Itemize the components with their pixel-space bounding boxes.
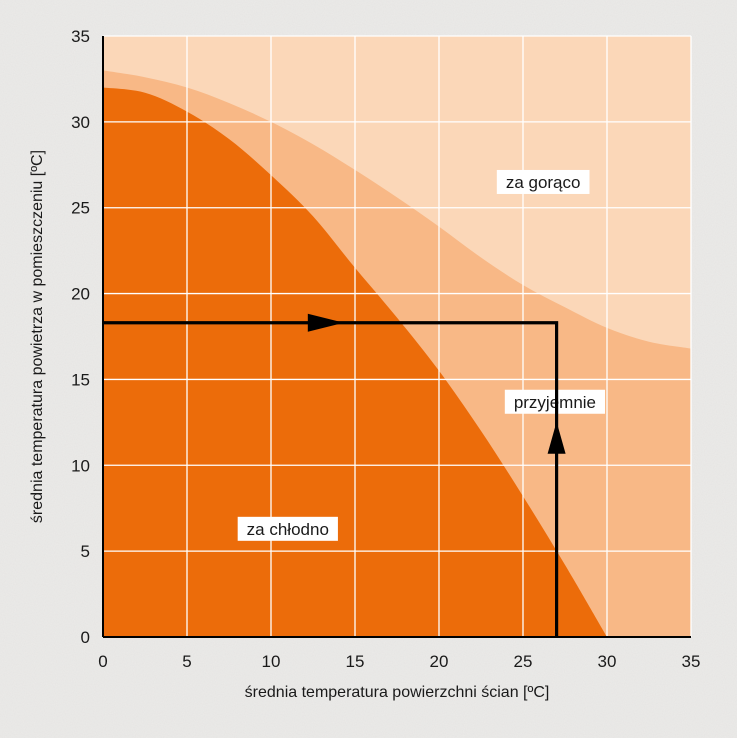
y-tick-label: 5 xyxy=(81,542,90,561)
zone-label-bg xyxy=(496,169,590,194)
x-tick-labels: 0 5 10 15 20 25 30 35 xyxy=(98,652,700,671)
zone-label-za-goraco: za gorąco xyxy=(496,169,590,194)
plot-area xyxy=(103,36,691,638)
zone-label-text: za gorąco xyxy=(506,173,581,192)
y-tick-label: 30 xyxy=(71,113,90,132)
x-tick-label: 35 xyxy=(682,652,701,671)
zone-label-bg xyxy=(237,516,338,541)
zone-labels: za gorąco przyjemnie za chłodno xyxy=(237,169,606,541)
y-axis-title: średnia temperatura powietrza w pomieszc… xyxy=(29,150,46,523)
zone-label-bg xyxy=(504,389,606,414)
y-tick-labels: 0 5 10 15 20 25 30 35 xyxy=(71,27,90,647)
zone-label-przyjemnie: przyjemnie xyxy=(504,389,606,414)
y-tick-label: 25 xyxy=(71,199,90,218)
x-tick-label: 25 xyxy=(514,652,533,671)
x-tick-label: 30 xyxy=(598,652,617,671)
x-tick-label: 5 xyxy=(182,652,191,671)
y-tick-label: 10 xyxy=(71,456,90,475)
x-tick-label: 15 xyxy=(346,652,365,671)
zone-label-text: za chłodno xyxy=(247,520,329,539)
y-tick-label: 15 xyxy=(71,370,90,389)
path-line xyxy=(103,321,559,637)
arrow-up-icon xyxy=(547,421,566,454)
path-annotation xyxy=(103,313,566,637)
y-tick-label: 35 xyxy=(71,27,90,46)
y-tick-label: 20 xyxy=(71,285,90,304)
x-tick-label: 0 xyxy=(98,652,107,671)
grid-lines xyxy=(103,35,692,637)
arrow-right-icon xyxy=(307,313,344,332)
zone-label-text: przyjemnie xyxy=(514,393,596,412)
y-tick-label: 0 xyxy=(81,628,90,647)
x-axis-title: średnia temperatura powierzchni ścian [º… xyxy=(245,684,550,701)
zone-label-za-chlodno: za chłodno xyxy=(237,516,338,541)
x-tick-label: 10 xyxy=(262,652,281,671)
axes xyxy=(102,36,691,638)
x-tick-label: 20 xyxy=(430,652,449,671)
